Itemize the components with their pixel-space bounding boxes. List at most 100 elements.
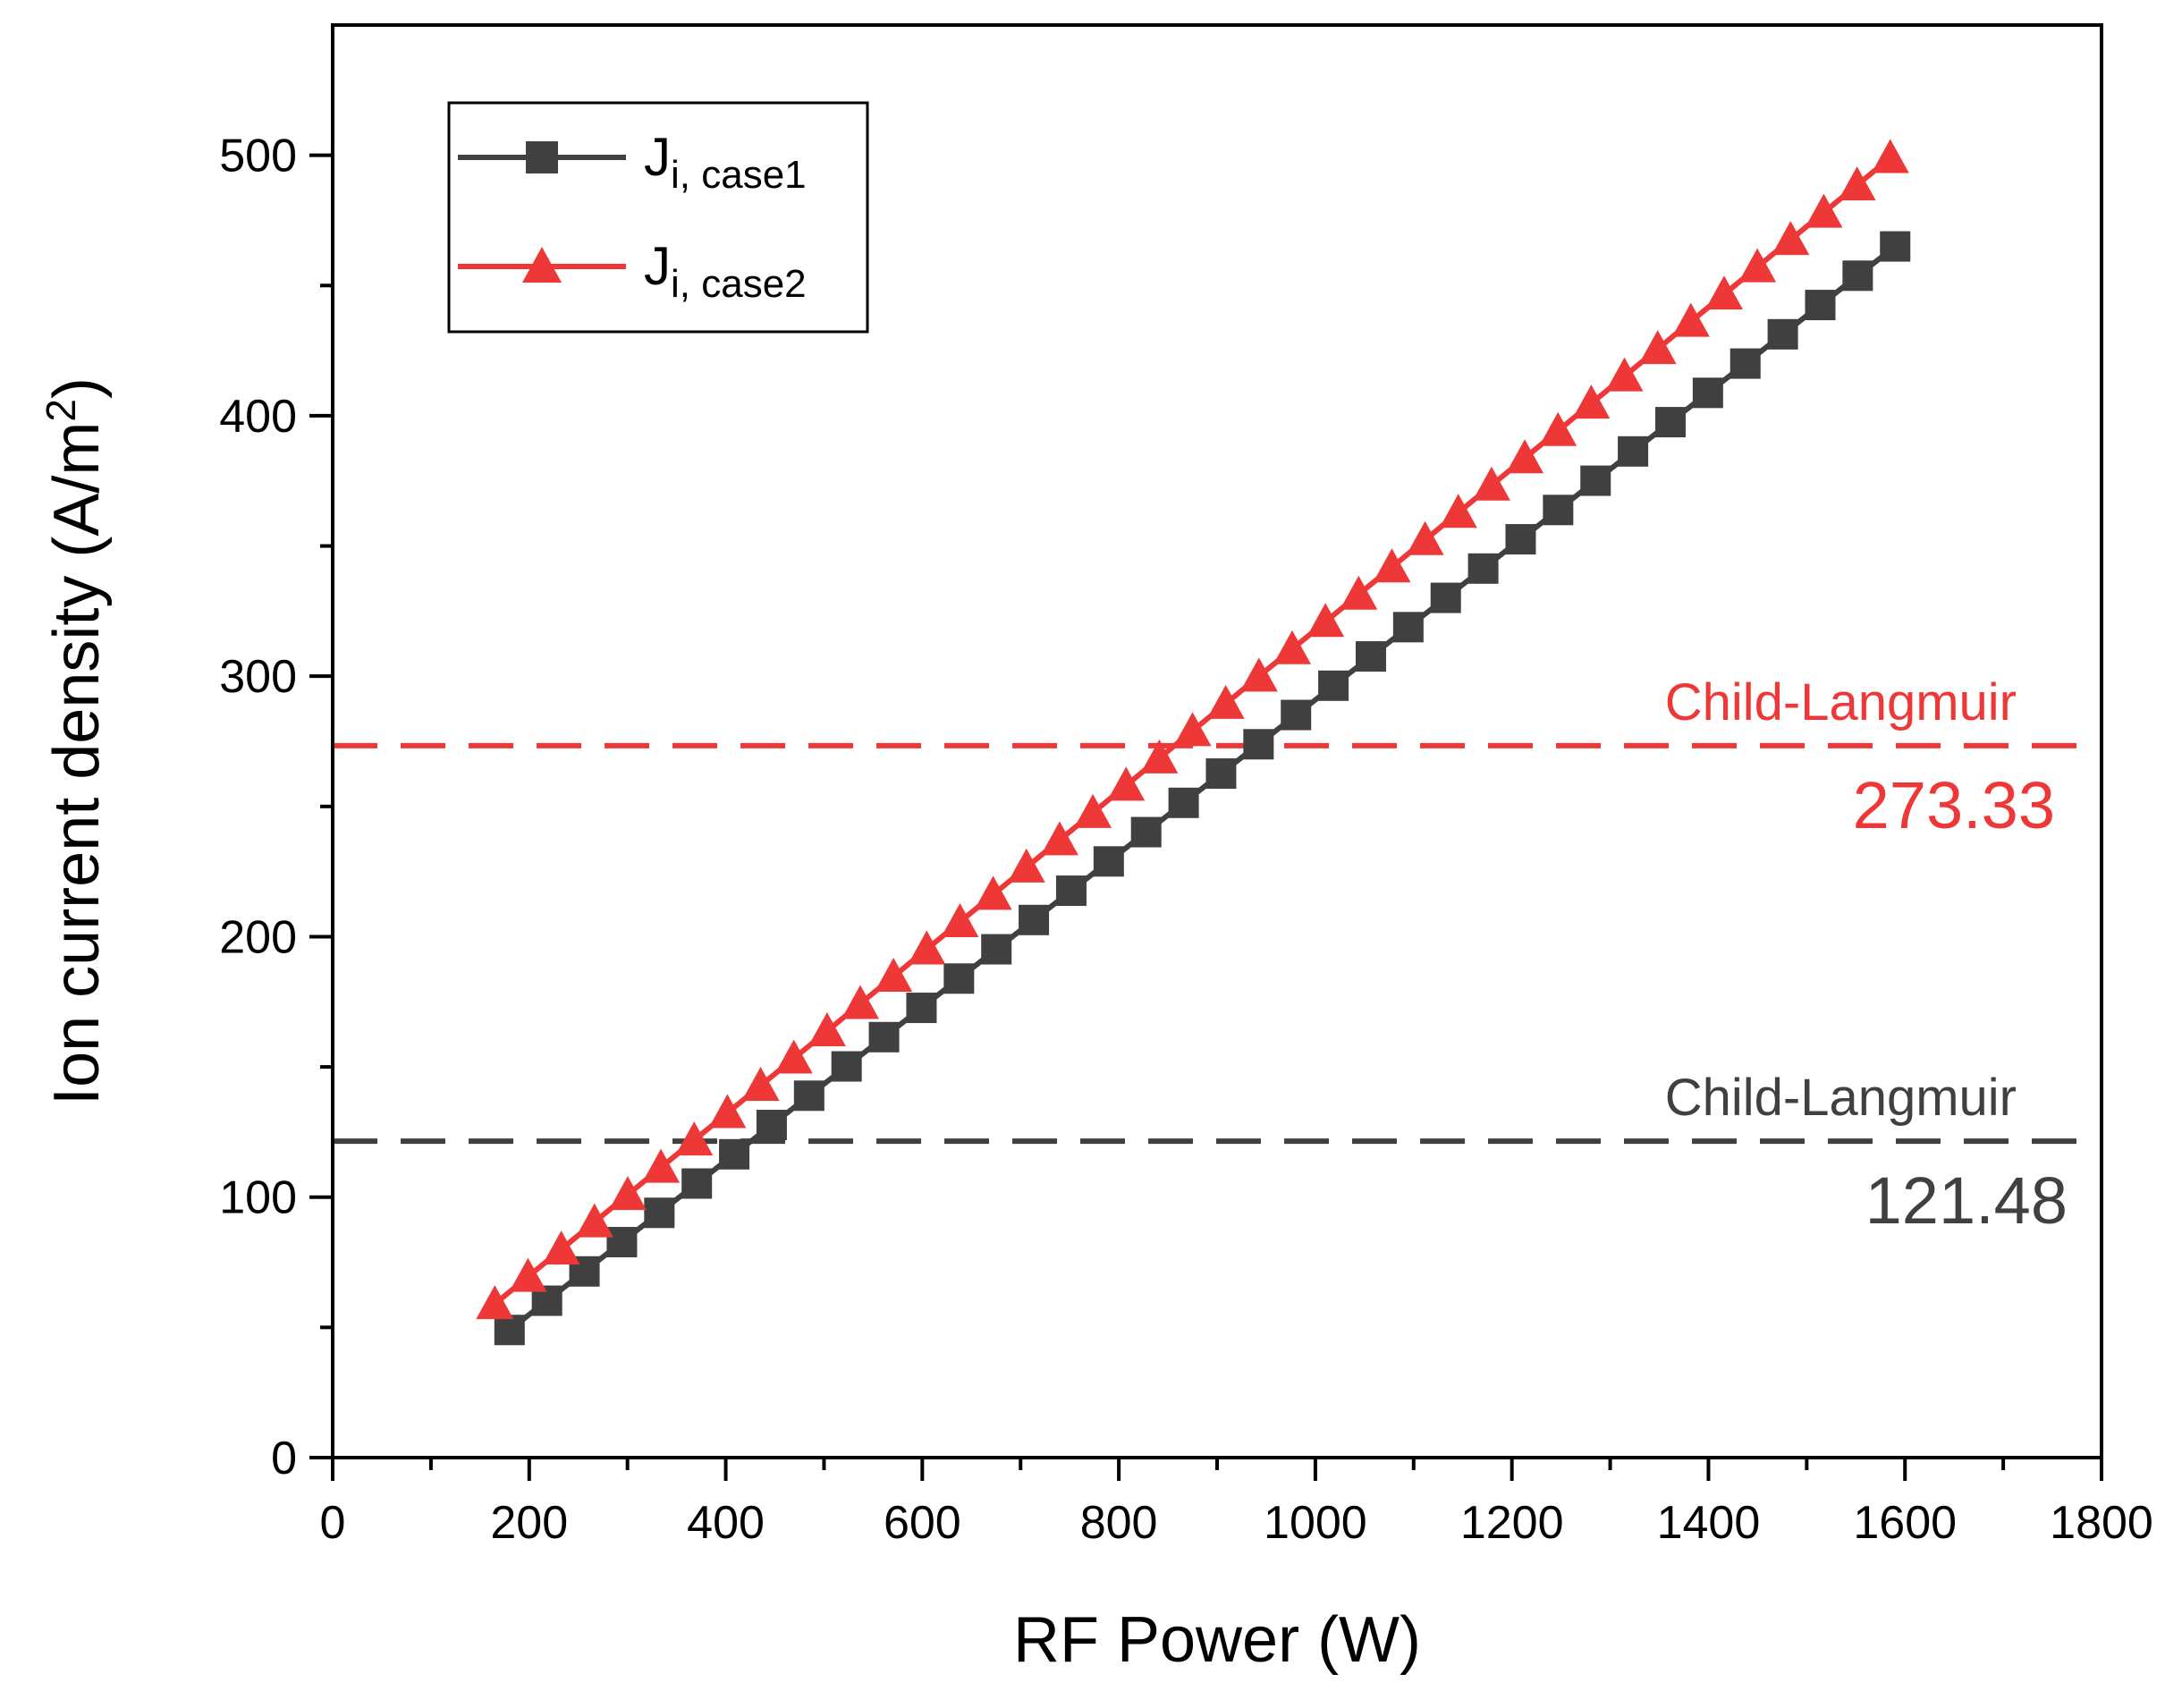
y-tick-label: 400 bbox=[219, 391, 297, 443]
data-point-triangle bbox=[542, 1230, 580, 1265]
legend-entry-case2: Ji, case2 bbox=[458, 236, 807, 306]
ref-label-case1: Child-Langmuir bbox=[1665, 1069, 2017, 1127]
data-point-square bbox=[793, 1080, 825, 1112]
data-point-square bbox=[1692, 377, 1723, 409]
legend-label-case1-sub: i, case1 bbox=[671, 153, 807, 197]
x-tick-label: 1400 bbox=[1657, 1497, 1761, 1549]
data-point-square bbox=[1019, 904, 1050, 935]
data-point-triangle bbox=[1605, 357, 1644, 392]
data-point-square bbox=[1730, 348, 1761, 379]
data-point-triangle bbox=[1340, 575, 1378, 610]
data-point-square bbox=[494, 1315, 525, 1346]
legend-label-case2: Ji, case2 bbox=[644, 236, 807, 306]
data-point-square bbox=[1392, 612, 1424, 643]
x-tick-label: 0 bbox=[320, 1497, 346, 1549]
series-layer bbox=[476, 139, 1911, 1346]
data-point-triangle bbox=[1007, 848, 1045, 883]
data-point-square bbox=[1842, 260, 1873, 292]
data-point-triangle bbox=[908, 930, 946, 965]
y-axis-title-end: ) bbox=[41, 377, 113, 399]
series-case2 bbox=[476, 139, 1909, 1320]
data-point-triangle bbox=[1871, 139, 1909, 173]
ref-label-case2: Child-Langmuir bbox=[1665, 673, 2017, 731]
data-point-triangle bbox=[1140, 739, 1179, 774]
y-axis-title: Ion current density (A/m2) bbox=[38, 377, 113, 1105]
data-point-square bbox=[1767, 318, 1798, 350]
data-point-triangle bbox=[1738, 248, 1777, 283]
data-point-square bbox=[906, 993, 937, 1024]
data-point-triangle bbox=[1472, 466, 1510, 501]
data-point-triangle bbox=[1671, 302, 1710, 337]
series-line bbox=[507, 244, 1898, 1332]
legend-label-case1: Ji, case1 bbox=[644, 127, 807, 197]
data-point-square bbox=[1430, 582, 1461, 613]
x-tick-label: 400 bbox=[687, 1497, 765, 1549]
data-point-triangle bbox=[1704, 275, 1743, 310]
data-point-triangle bbox=[509, 1257, 547, 1292]
data-point-triangle bbox=[1173, 712, 1212, 747]
x-axis-title: RF Power (W) bbox=[1013, 1604, 1421, 1676]
x-axis-ticks: 0 200 400 600 800 1000 1200 1400 1600 1800 bbox=[320, 1458, 2153, 1549]
data-point-triangle bbox=[1638, 330, 1677, 365]
data-point-square bbox=[1505, 524, 1536, 555]
data-point-square bbox=[868, 1021, 900, 1053]
x-tick-label: 1800 bbox=[2050, 1497, 2153, 1549]
data-point-square bbox=[1055, 875, 1087, 907]
data-point-triangle bbox=[1838, 166, 1876, 201]
data-point-triangle bbox=[1373, 548, 1411, 583]
y-tick-label: 500 bbox=[219, 131, 297, 182]
data-point-triangle bbox=[1074, 793, 1112, 828]
y-axis-ticks: 0 100 200 300 400 500 bbox=[219, 131, 333, 1484]
data-point-square bbox=[1543, 495, 1574, 526]
data-point-square bbox=[644, 1197, 675, 1229]
data-point-square bbox=[1205, 758, 1237, 790]
data-point-triangle bbox=[774, 1039, 813, 1074]
data-point-triangle bbox=[1772, 221, 1810, 256]
data-point-square bbox=[1281, 699, 1312, 731]
annotations: Child-Langmuir 273.33 Child-Langmuir 121… bbox=[1665, 673, 2068, 1238]
legend-marker-case1 bbox=[526, 141, 558, 173]
y-tick-label: 0 bbox=[271, 1433, 297, 1484]
data-point-triangle bbox=[974, 875, 1012, 910]
data-point-triangle bbox=[1406, 520, 1444, 555]
data-point-triangle bbox=[1307, 603, 1345, 638]
data-point-triangle bbox=[741, 1067, 780, 1102]
data-point-square bbox=[756, 1110, 787, 1141]
data-point-triangle bbox=[1206, 684, 1245, 719]
data-point-triangle bbox=[708, 1094, 747, 1129]
data-point-triangle bbox=[1273, 630, 1311, 664]
legend-label-case2-main: J bbox=[644, 236, 671, 296]
y-tick-label: 100 bbox=[219, 1172, 297, 1224]
y-tick-label: 300 bbox=[219, 651, 297, 703]
data-point-square bbox=[1618, 435, 1649, 467]
data-point-triangle bbox=[1506, 439, 1544, 474]
data-point-square bbox=[1243, 729, 1274, 760]
data-point-square bbox=[606, 1227, 638, 1258]
data-point-square bbox=[831, 1051, 862, 1082]
data-point-triangle bbox=[1239, 657, 1278, 692]
data-point-triangle bbox=[1572, 385, 1611, 419]
data-point-square bbox=[1580, 465, 1611, 496]
data-point-square bbox=[1805, 290, 1836, 321]
x-tick-label: 800 bbox=[1080, 1497, 1158, 1549]
legend-entry-case1: Ji, case1 bbox=[458, 127, 807, 197]
data-point-square bbox=[1318, 670, 1349, 701]
y-axis-title-main: Ion current density (A/m bbox=[41, 422, 113, 1105]
data-point-triangle bbox=[575, 1203, 613, 1238]
data-point-triangle bbox=[1107, 766, 1146, 801]
legend-label-case2-sub: i, case2 bbox=[671, 262, 807, 306]
legend: Ji, case1 Ji, case2 bbox=[447, 101, 869, 334]
ref-value-case2: 273.33 bbox=[1853, 768, 2055, 842]
data-point-triangle bbox=[1805, 193, 1843, 228]
data-point-triangle bbox=[1040, 821, 1078, 856]
x-tick-label: 1600 bbox=[1853, 1497, 1957, 1549]
ref-value-case1: 121.48 bbox=[1865, 1163, 2068, 1238]
data-point-square bbox=[1880, 231, 1911, 262]
y-axis-title-sup: 2 bbox=[38, 399, 84, 422]
data-point-triangle bbox=[642, 1148, 681, 1183]
data-point-triangle bbox=[608, 1176, 647, 1211]
data-point-triangle bbox=[1539, 411, 1577, 446]
y-tick-label: 200 bbox=[219, 911, 297, 963]
reference-lines bbox=[333, 742, 2102, 1145]
data-point-triangle bbox=[875, 957, 913, 992]
